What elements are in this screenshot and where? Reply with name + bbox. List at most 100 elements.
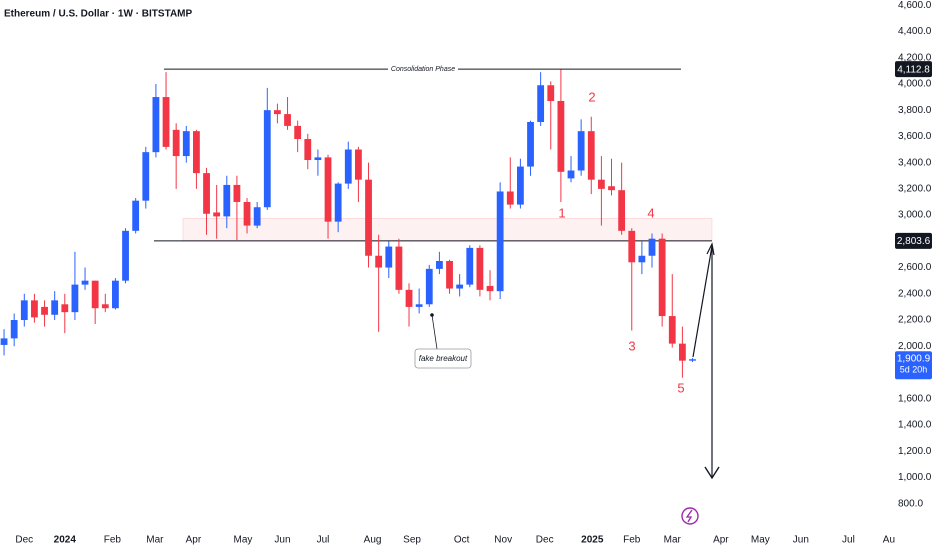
candle-body — [71, 284, 79, 313]
x-tick-label: Aug — [364, 535, 382, 546]
x-tick-label: May — [751, 535, 770, 546]
x-tick-label: Jul — [317, 535, 330, 546]
chart-title: Ethereum / U.S. Dollar · 1W · BITSTAMP — [4, 9, 192, 20]
candle-body — [142, 152, 150, 201]
candle-body — [91, 280, 99, 309]
y-tick-label: 4,000.0 — [898, 79, 932, 90]
y-tick-label: 3,400.0 — [898, 157, 932, 168]
candle-body — [476, 247, 484, 290]
arrow-head — [704, 466, 720, 480]
y-tick-label: 800.0 — [898, 498, 923, 509]
candle-body — [405, 289, 413, 307]
candle-body — [618, 190, 626, 231]
x-tick-label: Feb — [104, 535, 122, 546]
y-tick-label: 1,000.0 — [898, 472, 932, 483]
candle-body — [253, 207, 261, 226]
candle-body — [638, 255, 646, 263]
y-tick-label: 3,600.0 — [898, 131, 932, 142]
candle-body — [41, 306, 48, 315]
candle-body — [101, 304, 109, 309]
x-tick-label: Apr — [713, 535, 729, 546]
x-tick-label: Feb — [623, 535, 641, 546]
y-tick-label: 2,400.0 — [898, 288, 932, 299]
y-tick-label: 3,200.0 — [898, 184, 932, 195]
candle-body — [567, 170, 575, 179]
candle-body — [668, 316, 676, 344]
y-tick-label: 1,600.0 — [898, 393, 932, 404]
x-tick-label: Nov — [494, 535, 512, 546]
candle-body — [375, 255, 383, 268]
x-tick-label: 2025 — [581, 535, 604, 546]
wave-label: 3 — [628, 338, 635, 353]
candle-body — [425, 268, 433, 305]
callout-line — [431, 314, 438, 350]
x-tick-label: Au — [883, 535, 895, 546]
projection-arrow — [692, 245, 713, 358]
x-tick-label: 2024 — [54, 535, 77, 546]
candle-body — [182, 131, 190, 157]
candle-body — [689, 359, 696, 361]
candle-body — [395, 246, 403, 290]
candle-body — [456, 284, 464, 289]
price-tag-label: 4,112.8 — [897, 64, 930, 75]
candle-body — [658, 238, 666, 317]
x-tick-label: Sep — [403, 535, 421, 546]
label-bg — [388, 64, 458, 74]
candle-body — [527, 121, 534, 167]
x-tick-label: Oct — [454, 535, 470, 546]
alert-icon[interactable] — [681, 507, 699, 525]
candle-body — [334, 183, 342, 222]
candle-body — [547, 85, 555, 101]
x-tick-label: Apr — [186, 535, 202, 546]
alert-icon-bolt — [685, 509, 693, 523]
candle-body — [415, 304, 423, 307]
y-tick-label: 1,200.0 — [898, 446, 932, 457]
consolidation-label: Consolidation Phase — [391, 66, 455, 73]
price-tag-label: 2,803.6 — [897, 236, 931, 247]
candle-body — [112, 280, 119, 309]
candle-body — [355, 149, 362, 180]
candle-body — [61, 304, 69, 313]
candle-body — [506, 191, 514, 205]
candle-body — [122, 230, 129, 281]
wave-label: 1 — [558, 205, 565, 220]
candle-body — [243, 201, 251, 226]
candle-body — [263, 110, 271, 208]
last-price-tag — [895, 351, 932, 380]
wave-label: 2 — [588, 89, 595, 104]
callout-box — [414, 348, 472, 369]
y-tick-label: 1,400.0 — [898, 420, 932, 431]
callout-text: fake breakout — [419, 354, 468, 363]
candle-body — [365, 179, 372, 256]
last-price-label: 1,900.9 — [897, 353, 931, 364]
y-tick-label: 4,400.0 — [898, 26, 932, 37]
candle-body — [20, 300, 28, 321]
x-tick-label: Mar — [664, 535, 682, 546]
candle-body — [344, 149, 352, 184]
x-tick-label: Jun — [274, 535, 290, 546]
candle-body — [132, 200, 140, 231]
candle-body — [274, 110, 281, 115]
candle-body — [223, 184, 231, 217]
candle-body — [162, 97, 170, 147]
candle-body — [152, 97, 160, 153]
candle-body — [304, 139, 312, 161]
candle-body — [516, 166, 524, 205]
y-tick-label: 3,800.0 — [898, 105, 932, 116]
candle-body — [557, 100, 565, 172]
candle-body — [172, 129, 180, 157]
candles-layer — [0, 69, 696, 378]
candle-body — [314, 157, 322, 161]
candle-body — [31, 300, 38, 318]
candle-body — [436, 261, 443, 269]
candle-body — [648, 238, 656, 256]
y-tick-label: 4,600.0 — [898, 0, 932, 11]
candle-body — [496, 191, 504, 292]
countdown: 5d 20h — [900, 365, 928, 375]
price-tag — [895, 61, 932, 78]
y-tick-label: 2,000.0 — [898, 341, 932, 352]
candle-body — [81, 280, 89, 285]
price-tag — [895, 232, 932, 249]
candle-body — [294, 125, 302, 140]
x-tick-label: Dec — [15, 535, 33, 546]
